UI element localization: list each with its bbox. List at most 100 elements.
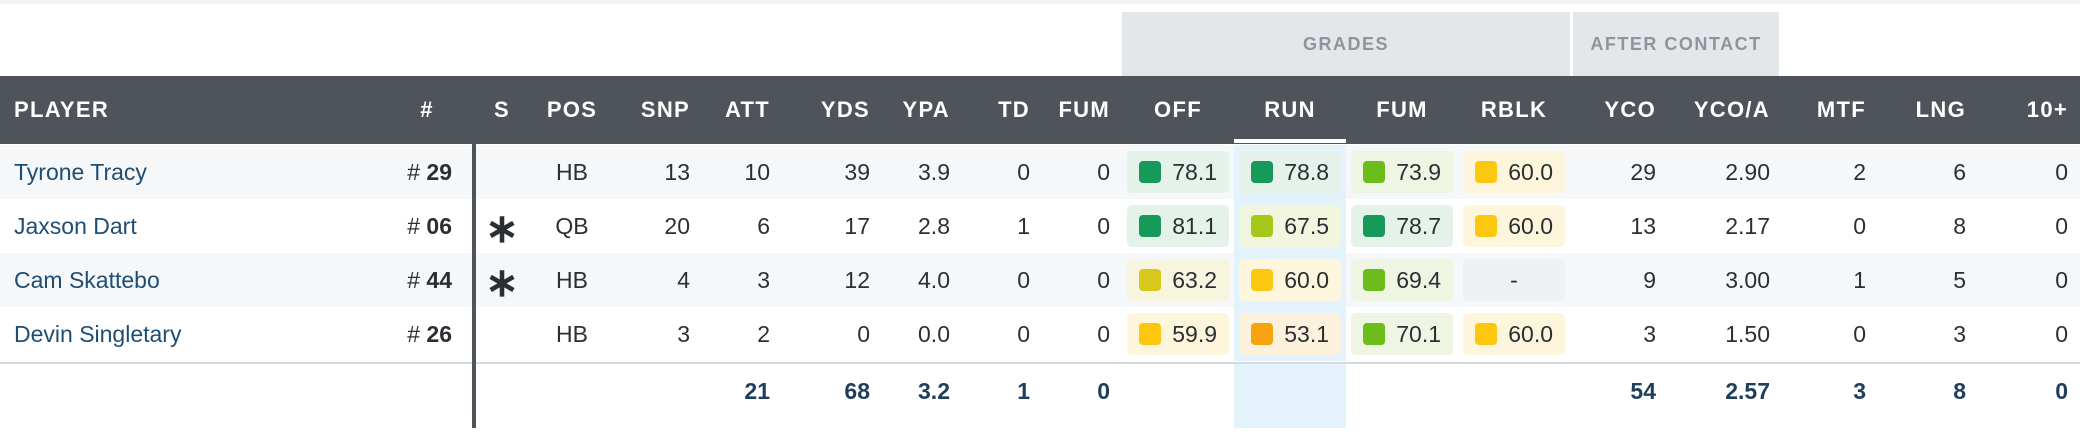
yco-per-attempt: 1.50: [1725, 321, 1770, 347]
attempts: 2: [757, 321, 770, 347]
yco-per-attempt: 2.17: [1725, 213, 1770, 239]
table-row: Jaxson Dart # 06 ∗ QB 20 6 17 2.8 1 0 81.1 67.5 78.7…: [0, 199, 2080, 253]
missed-tackles-forced: 2: [1853, 159, 1866, 185]
total-td: 1: [1017, 378, 1030, 404]
col-header-10-plus[interactable]: 10+: [2026, 97, 2068, 122]
totals-divider: [0, 362, 2080, 364]
grade-badge-off: 59.9: [1127, 313, 1229, 355]
table-row: Devin Singletary # 26 HB 3 2 0 0.0 0 0 59.9 53.1 70…: [0, 307, 2080, 361]
col-header-run[interactable]: RUN: [1264, 97, 1316, 122]
group-header-after-contact: AFTER CONTACT: [1573, 12, 1779, 76]
grade-value: 70.1: [1396, 320, 1441, 347]
touchdowns: 0: [1017, 321, 1030, 347]
col-header-off[interactable]: OFF: [1154, 97, 1202, 122]
col-header-fum[interactable]: FUM: [1058, 97, 1110, 122]
yco-per-attempt: 3.00: [1725, 267, 1770, 293]
longest-run: 6: [1953, 159, 1966, 185]
player-name-link[interactable]: Devin Singletary: [14, 321, 182, 347]
grade-badge-rblk: 60.0: [1463, 205, 1565, 247]
player-name-link[interactable]: Cam Skattebo: [14, 267, 160, 293]
yards: 39: [844, 159, 870, 185]
player-name-link[interactable]: Jaxson Dart: [14, 213, 137, 239]
col-header-att[interactable]: ATT: [724, 97, 770, 122]
grade-color-indicator: [1139, 161, 1161, 183]
snaps: 20: [664, 213, 690, 239]
snaps: 4: [677, 267, 690, 293]
grade-badge-gfum: 69.4: [1351, 259, 1453, 301]
runs-10-plus: 0: [2055, 213, 2068, 239]
longest-run: 3: [1953, 321, 1966, 347]
jersey-number-value: 06: [426, 213, 452, 239]
missed-tackles-forced: 0: [1853, 321, 1866, 347]
jersey-number-value: 26: [426, 321, 452, 347]
sort-indicator: [1234, 139, 1346, 143]
col-header-grade-fum[interactable]: FUM: [1376, 97, 1428, 122]
yards-after-contact: 13: [1630, 213, 1656, 239]
starter-indicator: [472, 307, 532, 361]
col-header-player[interactable]: PLAYER: [14, 97, 110, 122]
grade-color-indicator: [1475, 323, 1497, 345]
jersey-number-value: 29: [426, 159, 452, 185]
snaps: 13: [664, 159, 690, 185]
player-name-link[interactable]: Tyrone Tracy: [14, 159, 147, 185]
col-header-pos[interactable]: POS: [546, 97, 598, 122]
grade-badge-run: 60.0: [1239, 259, 1341, 301]
col-header-ypa[interactable]: YPA: [902, 97, 950, 122]
col-header-rblk[interactable]: RBLK: [1480, 97, 1548, 122]
total-yco-a: 2.57: [1725, 378, 1770, 404]
grade-value: 53.1: [1284, 320, 1329, 347]
col-header-snp[interactable]: SNP: [640, 97, 690, 122]
yards-per-attempt: 4.0: [918, 267, 950, 293]
col-header-s[interactable]: S: [494, 97, 510, 122]
col-header-yco-a[interactable]: YCO/A: [1693, 97, 1770, 122]
missed-tackles-forced: 0: [1853, 213, 1866, 239]
grade-badge-gfum: 78.7: [1351, 205, 1453, 247]
grade-value: 81.1: [1172, 212, 1217, 239]
position: HB: [556, 321, 588, 347]
yards: 12: [844, 267, 870, 293]
table-header: PLAYER # S POS SNP ATT YDS YPA TD FUM OF…: [0, 76, 2080, 220]
grade-color-indicator: [1251, 269, 1273, 291]
grade-badge-gfum: 73.9: [1351, 151, 1453, 193]
grade-value: 73.9: [1396, 158, 1441, 185]
grade-color-indicator: [1251, 161, 1273, 183]
touchdowns: 1: [1017, 213, 1030, 239]
col-header-mtf[interactable]: MTF: [1816, 97, 1866, 122]
grade-color-indicator: [1475, 215, 1497, 237]
col-header-number[interactable]: #: [420, 97, 434, 122]
grade-color-indicator: [1363, 161, 1385, 183]
total-mtf: 3: [1853, 378, 1866, 404]
grade-value: 60.0: [1284, 266, 1329, 293]
col-header-td[interactable]: TD: [998, 97, 1030, 122]
grade-value: 69.4: [1396, 266, 1441, 293]
grade-badge-rblk: -: [1463, 259, 1565, 301]
grade-color-indicator: [1363, 269, 1385, 291]
total-lng: 8: [1953, 378, 1966, 404]
yards-after-contact: 29: [1630, 159, 1656, 185]
missed-tackles-forced: 1: [1853, 267, 1866, 293]
col-header-yds[interactable]: YDS: [820, 97, 870, 122]
grade-value: 63.2: [1172, 266, 1217, 293]
starter-indicator: ∗: [485, 207, 519, 251]
total-yco: 54: [1630, 378, 1656, 404]
grade-color-indicator: [1251, 323, 1273, 345]
col-header-yco[interactable]: YCO: [1604, 97, 1656, 122]
grade-badge-off: 78.1: [1127, 151, 1229, 193]
grade-badge-off: 63.2: [1127, 259, 1229, 301]
grade-value: 60.0: [1508, 212, 1553, 239]
position: HB: [556, 267, 588, 293]
jersey-number: # 06: [407, 213, 452, 239]
longest-run: 5: [1953, 267, 1966, 293]
touchdowns: 0: [1017, 159, 1030, 185]
grade-color-indicator: [1363, 323, 1385, 345]
jersey-number: # 29: [407, 159, 452, 185]
col-header-lng[interactable]: LNG: [1915, 97, 1966, 122]
grade-color-indicator: [1139, 323, 1161, 345]
run-totals-highlight: [1234, 364, 1346, 428]
position: HB: [556, 159, 588, 185]
yards-per-attempt: 0.0: [918, 321, 950, 347]
grade-color-indicator: [1139, 269, 1161, 291]
group-header-grades: GRADES: [1122, 12, 1570, 76]
table-row: Tyrone Tracy # 29 HB 13 10 39 3.9 0 0 78.1 78.8 73.…: [0, 145, 2080, 199]
jersey-number: # 44: [407, 267, 452, 293]
